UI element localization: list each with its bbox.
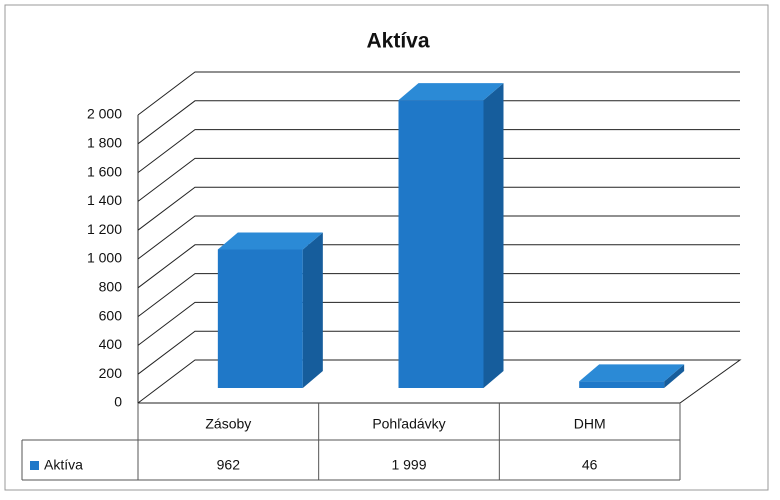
y-tick-label: 800 (99, 279, 123, 295)
table-value: 962 (217, 457, 241, 473)
y-tick-label: 200 (99, 365, 123, 381)
grid-line (137, 100, 740, 145)
grid-line (137, 215, 740, 260)
chart-border (4, 4, 769, 491)
y-tick-label: 1 000 (87, 250, 122, 266)
y-tick-label: 2 000 (87, 106, 122, 122)
legend-label: Aktíva (44, 457, 83, 473)
table-value: 46 (582, 457, 598, 473)
bar-side (302, 232, 323, 388)
chart-title: Aktíva (366, 30, 429, 53)
bar (217, 232, 323, 388)
y-tick-label: 1 200 (87, 221, 122, 237)
bar-top (217, 232, 323, 250)
y-tick-label: 0 (114, 394, 122, 410)
y-tick-label: 600 (99, 307, 123, 323)
x-tick-label: Pohľadávky (372, 416, 445, 432)
y-tick-label: 1 800 (87, 135, 122, 151)
bar-top (579, 364, 685, 382)
grid-line (137, 186, 740, 231)
bar-front (398, 100, 484, 389)
grid-line (137, 157, 740, 202)
bar (398, 83, 504, 389)
bar-front (579, 381, 665, 388)
bar-side (664, 364, 685, 388)
table-value: 1 999 (391, 457, 426, 473)
grid-line (137, 330, 740, 375)
bar-side (483, 83, 504, 389)
y-tick-label: 400 (99, 336, 123, 352)
y-tick-label: 1 400 (87, 192, 122, 208)
grid-line (137, 273, 740, 317)
legend-key (30, 461, 39, 470)
x-tick-label: Zásoby (205, 416, 251, 432)
x-tick-label: DHM (574, 416, 606, 432)
grid-line (137, 71, 740, 116)
y-tick-label: 1 600 (87, 163, 122, 179)
grid-line (137, 244, 740, 289)
grid-line (137, 301, 740, 346)
bar-top (398, 83, 504, 101)
bar (579, 364, 685, 388)
bar-front (217, 249, 303, 388)
grid-line (137, 129, 740, 173)
